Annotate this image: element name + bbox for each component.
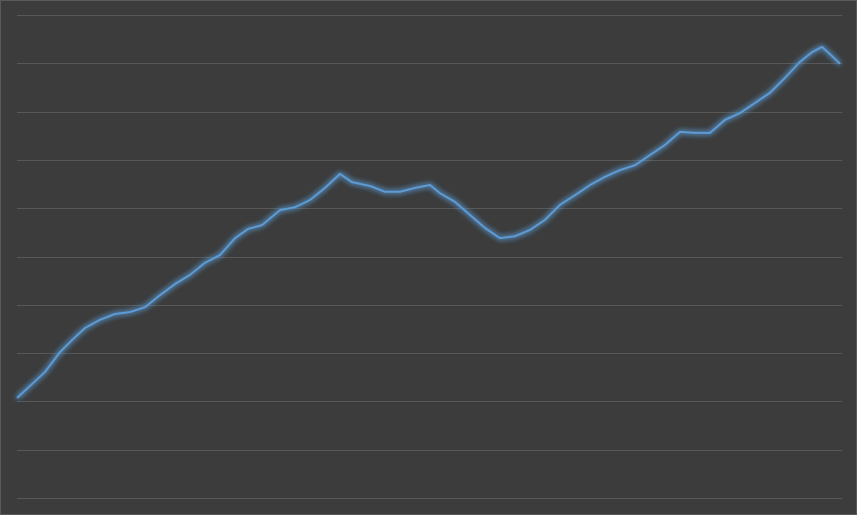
data-line — [16, 45, 841, 399]
